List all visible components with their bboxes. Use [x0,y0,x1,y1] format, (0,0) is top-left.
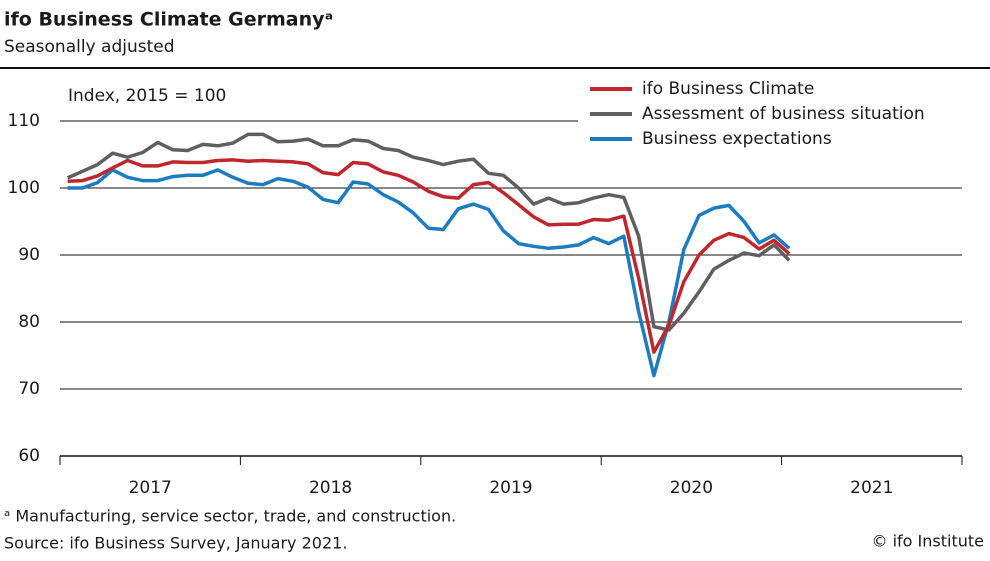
series-line [67,158,791,354]
series-line [66,132,791,332]
y-tick-label: 60 [18,446,40,466]
y-tick-label: 90 [18,245,40,265]
x-tick-label: 2017 [129,478,172,498]
credit: © ifo Institute [872,532,984,551]
x-tick-label: 2018 [309,478,352,498]
legend-label: Assessment of business situation [642,104,925,124]
chart-subtitle: Seasonally adjusted [4,37,175,57]
legend: ifo Business Climate Assessment of busine… [578,74,978,158]
y-tick-label: 110 [8,111,40,131]
y-tick-label: 80 [18,312,40,332]
legend-label: Business expectations [642,129,832,149]
y-tick-label: 100 [8,178,40,198]
legend-background [578,74,978,158]
y-axis-label: Index, 2015 = 100 [68,86,226,106]
footnote: ᵃ Manufacturing, service sector, trade, … [4,507,456,526]
x-tick-label: 2019 [489,478,532,498]
source: Source: ifo Business Survey, January 202… [4,534,347,553]
x-tick-label: 2021 [850,478,893,498]
x-tick-label: 2020 [670,478,713,498]
y-tick-label: 70 [18,379,40,399]
chart-title: ifo Business Climate Germanyᵃ [4,9,333,31]
series-line [67,168,791,378]
legend-label: ifo Business Climate [642,79,814,99]
